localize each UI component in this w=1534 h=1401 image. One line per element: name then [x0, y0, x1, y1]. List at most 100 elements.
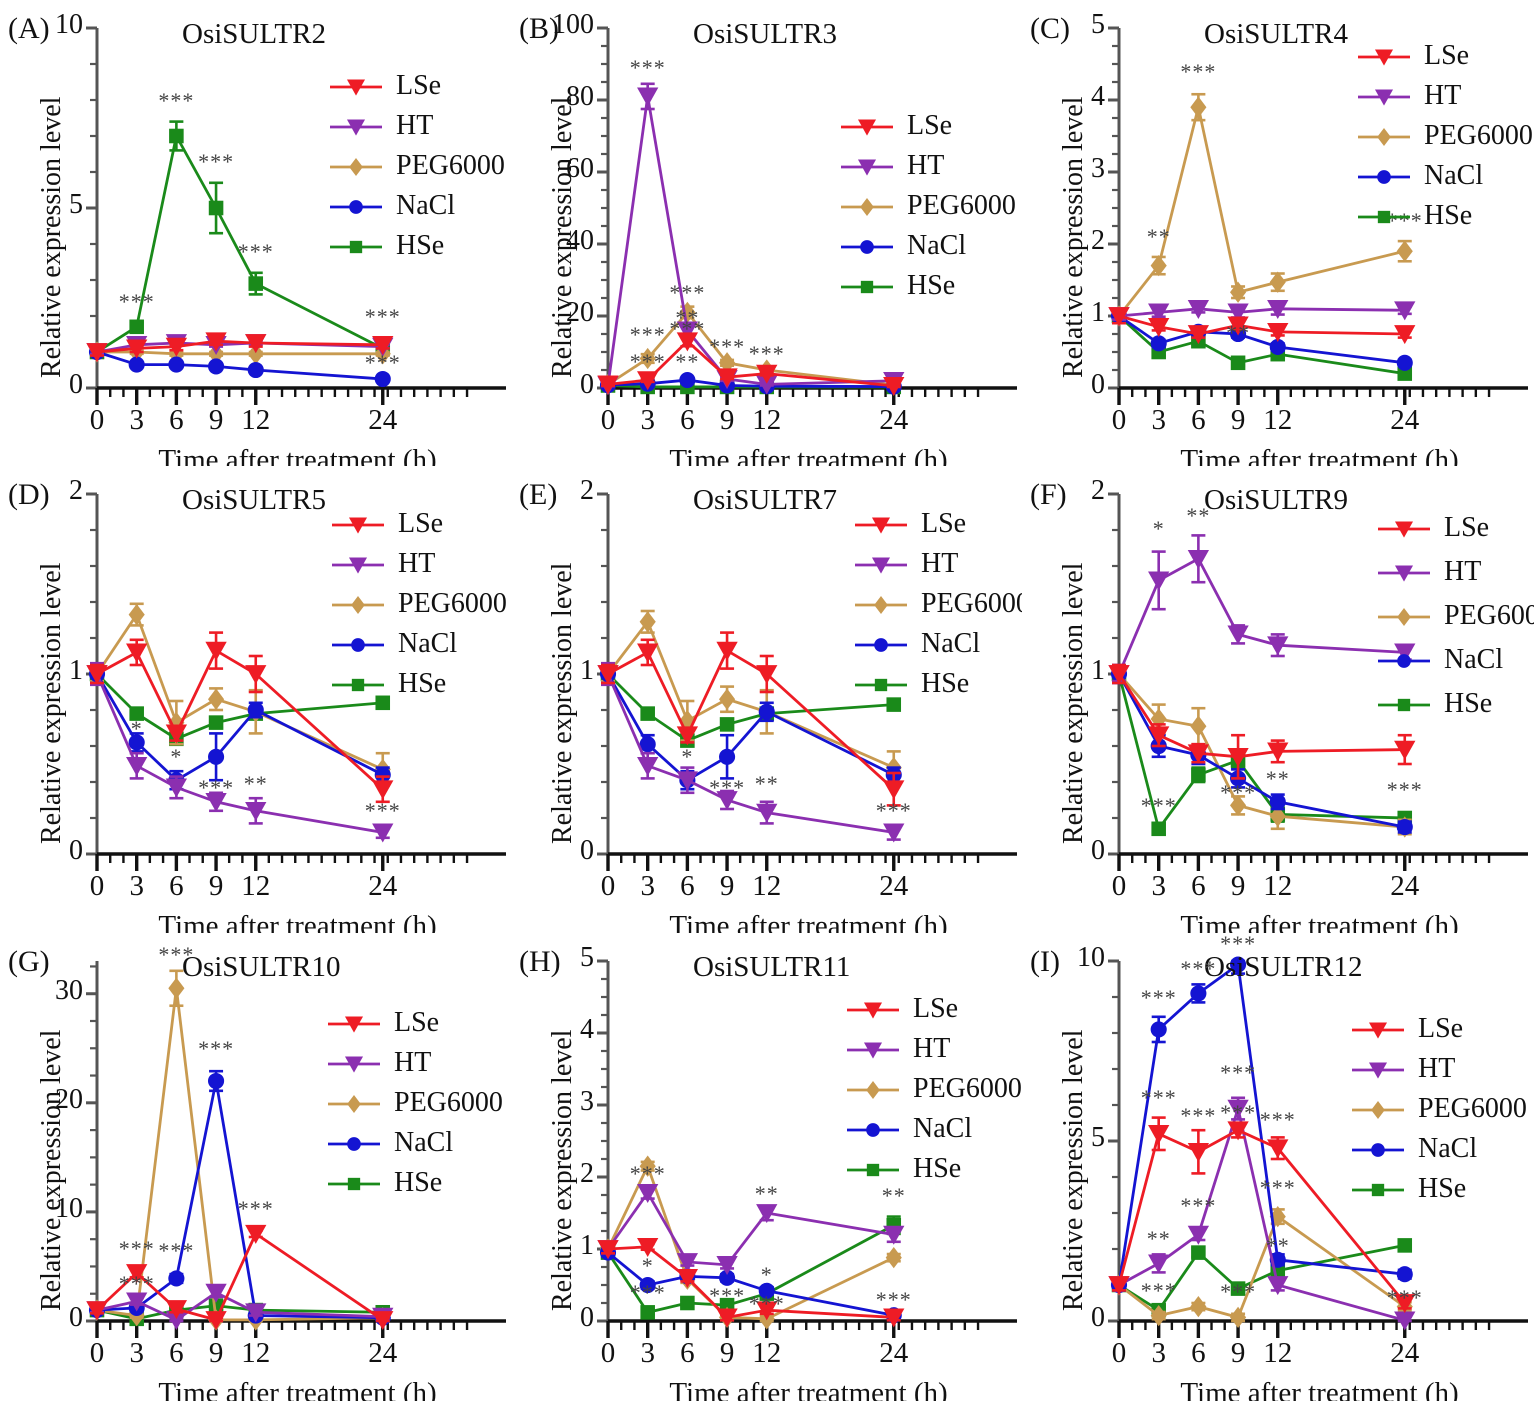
legend: LSe HT PEG6000 NaCl HSe	[855, 504, 1022, 704]
legend-item-ht[interactable]: HT	[328, 1043, 503, 1083]
legend-item-hse[interactable]: HSe	[332, 664, 507, 704]
plot-svg	[1108, 492, 1528, 871]
legend-label: LSe	[398, 508, 444, 539]
significance-marker: ***	[1140, 1085, 1177, 1111]
y-axis-label: Relative expression level	[1058, 1029, 1089, 1311]
legend-item-peg6000[interactable]: PEG6000	[855, 584, 1022, 624]
x-tick-label: 9	[719, 1337, 735, 1369]
legend-marker-triangle-down-icon	[855, 553, 907, 575]
legend-item-ht[interactable]: HT	[332, 544, 507, 584]
legend-item-nacl[interactable]: NaCl	[328, 1123, 503, 1163]
legend-item-peg6000[interactable]: PEG6000	[1358, 116, 1533, 156]
significance-marker: ***	[1180, 58, 1217, 84]
legend-marker-triangle-down-icon	[1352, 1058, 1404, 1080]
legend: LSe HT PEG6000 NaCl HSe	[330, 66, 505, 266]
y-axis-label: Relative expression level	[547, 562, 578, 844]
legend-item-nacl[interactable]: NaCl	[1358, 156, 1533, 196]
legend-label: NaCl	[913, 1113, 973, 1144]
significance-marker: *	[641, 1253, 654, 1279]
legend-item-hse[interactable]: HSe	[330, 226, 505, 266]
legend-item-ht[interactable]: HT	[855, 544, 1022, 584]
legend-marker-square-icon	[1378, 693, 1430, 715]
legend-item-lse[interactable]: LSe	[847, 989, 1022, 1029]
legend-item-lse[interactable]: LSe	[1352, 1009, 1527, 1049]
x-tick-label: 9	[208, 1337, 224, 1369]
legend-label: HSe	[921, 668, 970, 699]
legend-item-nacl[interactable]: NaCl	[847, 1109, 1022, 1149]
panel-title: OsiSULTR11	[693, 951, 851, 983]
legend-item-hse[interactable]: HSe	[328, 1163, 503, 1203]
significance-marker: *	[1152, 515, 1165, 541]
legend-item-nacl[interactable]: NaCl	[330, 186, 505, 226]
significance-marker: ***	[198, 775, 235, 800]
panel-letter: (F)	[1030, 478, 1067, 511]
legend-label: HT	[907, 150, 945, 181]
legend-item-nacl[interactable]: NaCl	[841, 226, 1016, 266]
significance-marker: **	[243, 771, 268, 797]
significance-marker: ***	[709, 775, 746, 800]
x-tick-label: 3	[640, 1337, 655, 1369]
significance-marker: ***	[1180, 1103, 1217, 1129]
legend-item-ht[interactable]: HT	[847, 1029, 1022, 1069]
legend-item-lse[interactable]: LSe	[841, 106, 1016, 146]
legend-label: LSe	[396, 70, 442, 101]
legend-item-hse[interactable]: HSe	[847, 1149, 1022, 1189]
legend-item-peg6000[interactable]: PEG6000	[1352, 1089, 1527, 1129]
legend: LSe HT PEG6000 NaCl HSe	[328, 1003, 503, 1203]
legend-item-lse[interactable]: LSe	[332, 504, 507, 544]
legend-item-peg6000[interactable]: PEG6000	[332, 584, 507, 624]
y-tick-label: 5	[69, 189, 83, 220]
legend-item-nacl[interactable]: NaCl	[1378, 638, 1534, 682]
x-axis-label: Time after treatment (h)	[669, 444, 948, 466]
legend-item-ht[interactable]: HT	[330, 106, 505, 146]
x-tick-label: 24	[368, 404, 398, 436]
legend-label: LSe	[913, 993, 959, 1024]
legend-item-nacl[interactable]: NaCl	[1352, 1129, 1527, 1169]
legend-marker-triangle-down-icon	[330, 115, 382, 137]
plot-svg	[597, 492, 1017, 871]
legend-marker-diamond-icon	[1358, 125, 1410, 147]
legend-marker-triangle-down-icon	[1378, 517, 1430, 539]
significance-marker: ***	[237, 1195, 274, 1221]
legend-label: HSe	[913, 1153, 962, 1184]
y-tick-label: 1	[69, 655, 83, 686]
legend-marker-square-icon	[1358, 205, 1410, 227]
legend-item-peg6000[interactable]: PEG6000	[330, 146, 505, 186]
legend-item-hse[interactable]: HSe	[855, 664, 1022, 704]
x-tick-label: 9	[719, 404, 735, 436]
legend-item-nacl[interactable]: NaCl	[855, 624, 1022, 664]
legend-item-peg6000[interactable]: PEG6000	[841, 186, 1016, 226]
x-tick-label: 3	[1151, 1337, 1166, 1369]
legend-item-ht[interactable]: HT	[1378, 550, 1534, 594]
legend-item-lse[interactable]: LSe	[1378, 506, 1534, 550]
significance-marker: ***	[158, 941, 195, 967]
legend-item-ht[interactable]: HT	[841, 146, 1016, 186]
legend-marker-triangle-down-icon	[328, 1052, 380, 1074]
legend-item-peg6000[interactable]: PEG6000	[328, 1083, 503, 1123]
x-tick-label: 6	[1191, 1337, 1206, 1369]
legend-item-ht[interactable]: HT	[1358, 76, 1533, 116]
legend-item-hse[interactable]: HSe	[1378, 682, 1534, 726]
legend-marker-triangle-down-icon	[847, 1038, 899, 1060]
significance-marker: **	[1186, 503, 1211, 529]
legend-item-lse[interactable]: LSe	[855, 504, 1022, 544]
legend-item-lse[interactable]: LSe	[328, 1003, 503, 1043]
legend-item-nacl[interactable]: NaCl	[332, 624, 507, 664]
legend-item-hse[interactable]: HSe	[1352, 1169, 1527, 1209]
significance-marker: ***	[629, 348, 666, 374]
x-axis-label: Time after treatment (h)	[158, 910, 437, 933]
y-tick-label: 0	[1091, 1302, 1105, 1333]
legend-item-hse[interactable]: HSe	[841, 266, 1016, 306]
chart-panel-i: (I) OsiSULTR12 Relative expression level 0 5…	[1022, 933, 1534, 1401]
legend-item-peg6000[interactable]: PEG6000	[1378, 594, 1534, 638]
legend-item-hse[interactable]: HSe	[1358, 196, 1533, 236]
legend-item-lse[interactable]: LSe	[330, 66, 505, 106]
legend-label: LSe	[394, 1007, 440, 1038]
significance-marker: ***	[118, 1271, 155, 1297]
x-axis-label: Time after treatment (h)	[158, 444, 437, 466]
y-axis-label: Relative expression level	[36, 1029, 67, 1311]
legend-label: LSe	[1424, 40, 1470, 71]
legend-item-lse[interactable]: LSe	[1358, 36, 1533, 76]
legend-item-ht[interactable]: HT	[1352, 1049, 1527, 1089]
legend-item-peg6000[interactable]: PEG6000	[847, 1069, 1022, 1109]
